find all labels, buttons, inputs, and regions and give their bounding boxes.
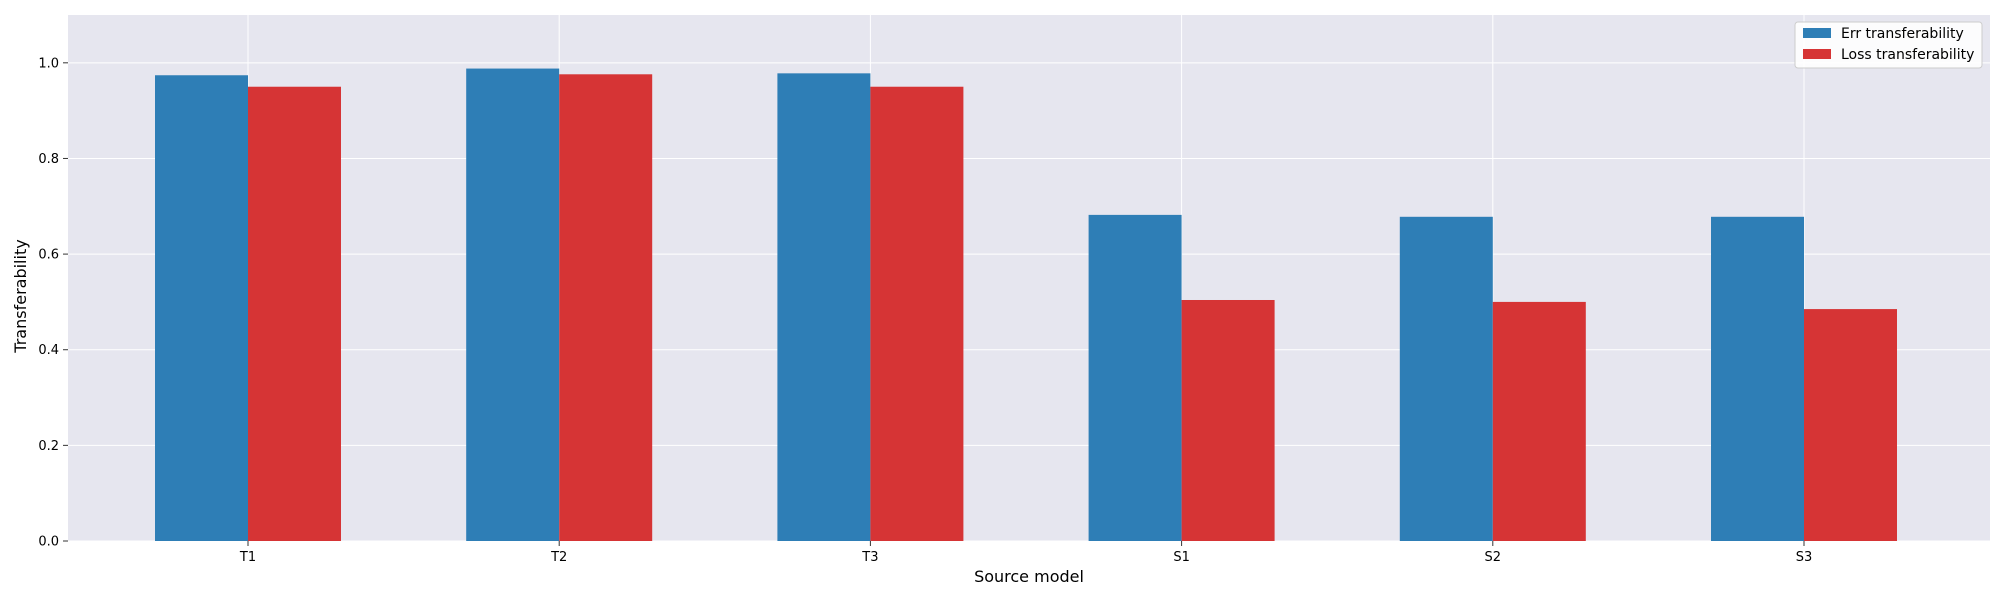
grid-lines bbox=[68, 15, 1990, 542]
x-axis-label: Source model bbox=[974, 567, 1084, 586]
bar-err-t3 bbox=[777, 73, 871, 541]
plot-background bbox=[68, 15, 1990, 541]
bar-err-t1 bbox=[155, 75, 248, 541]
y-axis-label: Transferability bbox=[11, 239, 30, 353]
bar-err-t2 bbox=[466, 68, 560, 541]
bar-loss-t1 bbox=[248, 86, 341, 542]
x-tick-label: S1 bbox=[1173, 550, 1190, 565]
bar-loss-s3 bbox=[1804, 309, 1897, 541]
bar-err-s2 bbox=[1399, 216, 1493, 541]
x-tick-label: T1 bbox=[239, 550, 256, 565]
x-tick-label: T3 bbox=[861, 550, 878, 565]
y-tick-label: 0.0 bbox=[38, 535, 59, 550]
y-axis-ticks: 0.0 0.2 0.4 0.6 0.8 1.0 bbox=[38, 56, 68, 550]
y-tick-label: 1.0 bbox=[38, 56, 59, 71]
legend-swatch-err bbox=[1803, 28, 1831, 38]
y-tick-label: 0.2 bbox=[38, 439, 59, 454]
y-tick-label: 0.8 bbox=[38, 152, 59, 167]
bar-loss-s1 bbox=[1181, 299, 1275, 541]
legend-label-loss: Loss transferability bbox=[1841, 47, 1974, 63]
x-tick-label: S2 bbox=[1485, 550, 1502, 565]
bars bbox=[155, 68, 1897, 542]
x-tick-label: S3 bbox=[1796, 550, 1813, 565]
legend-swatch-loss bbox=[1803, 49, 1831, 59]
y-tick-label: 0.6 bbox=[38, 248, 59, 263]
bar-loss-t2 bbox=[559, 74, 653, 541]
bar-err-s3 bbox=[1711, 216, 1804, 541]
bar-loss-s2 bbox=[1492, 301, 1586, 541]
x-tick-label: T2 bbox=[550, 550, 567, 565]
legend-label-err: Err transferability bbox=[1841, 26, 1964, 42]
x-axis-ticks: T1 T2 T3 S1 S2 S3 bbox=[239, 541, 1812, 565]
bar-loss-t3 bbox=[870, 86, 964, 542]
legend: Err transferability Loss transferability bbox=[1794, 21, 1983, 69]
bar-err-s1 bbox=[1088, 214, 1182, 541]
y-tick-label: 0.4 bbox=[38, 343, 59, 358]
legend-box bbox=[1794, 21, 1983, 69]
